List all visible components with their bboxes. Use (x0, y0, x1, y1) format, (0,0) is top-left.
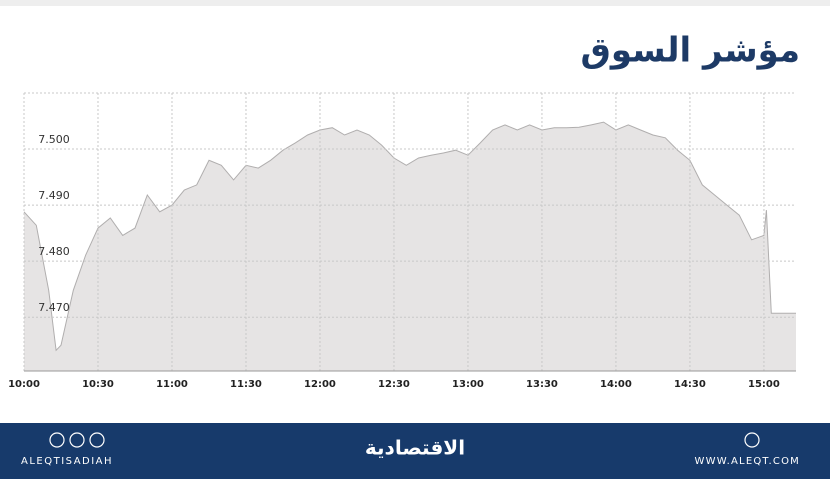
x-tick-label: 12:00 (304, 379, 336, 390)
footer-logo: الاقتصادية (365, 436, 465, 460)
chart-title: مؤشر السوق (580, 31, 800, 71)
social-icons (49, 432, 760, 448)
y-tick-label: 7.480 (38, 245, 70, 258)
footer-handle: ALEQTISADIAH (21, 456, 113, 467)
x-tick-label: 12:30 (378, 379, 410, 390)
y-tick-label: 7.490 (38, 189, 70, 202)
y-tick-label: 7.470 (38, 301, 70, 314)
footer-website: WWW.ALEQT.COM (695, 456, 800, 467)
x-tick-label: 13:30 (526, 379, 558, 390)
y-tick-label: 7.500 (38, 133, 70, 146)
footer-graphics: ALEQTISADIAH الاقتصادية WWW.ALEQT.COM (21, 432, 800, 467)
x-tick-label: 14:00 (600, 379, 632, 390)
area (24, 122, 796, 371)
x-tick-label: 10:00 (8, 379, 40, 390)
chart: مؤشر السوق 7.470 7.480 7.490 7.500 10:00 10:3… (0, 0, 830, 390)
x-tick-label: 15:00 (748, 379, 780, 390)
x-tick-label: 14:30 (674, 379, 706, 390)
x-tick-label: 11:00 (156, 379, 188, 390)
x-tick-label: 10:30 (82, 379, 114, 390)
footer: ALEQTISADIAH الاقتصادية WWW.ALEQT.COM (0, 423, 830, 479)
line (23, 121, 796, 352)
x-tick-label: 13:00 (452, 379, 484, 390)
x-tick-label: 11:30 (230, 379, 262, 390)
top-strip (0, 0, 830, 6)
